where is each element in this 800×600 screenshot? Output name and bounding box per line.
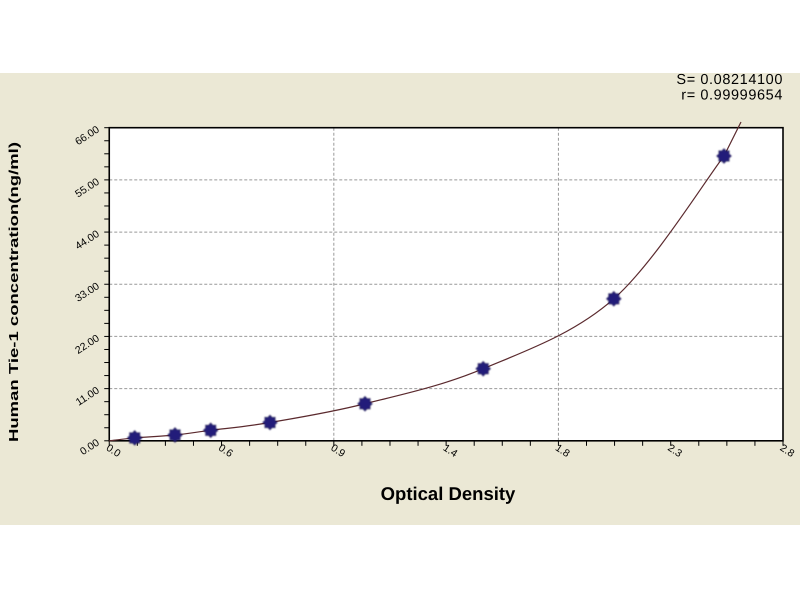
svg-text:0.00: 0.00 [78,437,102,458]
svg-text:2.8: 2.8 [778,442,797,460]
svg-text:Optical Density: Optical Density [381,483,516,504]
svg-text:0.9: 0.9 [328,442,347,460]
svg-text:66.00: 66.00 [73,124,102,148]
svg-text:Human Tie-1 concentration(ng/m: Human Tie-1 concentration(ng/ml) [6,142,21,442]
svg-text:22.00: 22.00 [73,332,102,356]
svg-text:44.00: 44.00 [73,228,102,252]
svg-text:0.6: 0.6 [216,442,235,460]
svg-text:1.8: 1.8 [553,442,572,460]
svg-text:S= 0.08214100: S= 0.08214100 [676,72,783,88]
svg-text:1.4: 1.4 [441,442,460,460]
svg-text:33.00: 33.00 [73,280,102,304]
svg-text:55.00: 55.00 [73,176,102,200]
svg-text:r= 0.99999654: r= 0.99999654 [681,88,783,104]
svg-text:0.0: 0.0 [104,442,123,460]
svg-text:11.00: 11.00 [74,384,102,408]
svg-text:2.3: 2.3 [665,442,684,460]
